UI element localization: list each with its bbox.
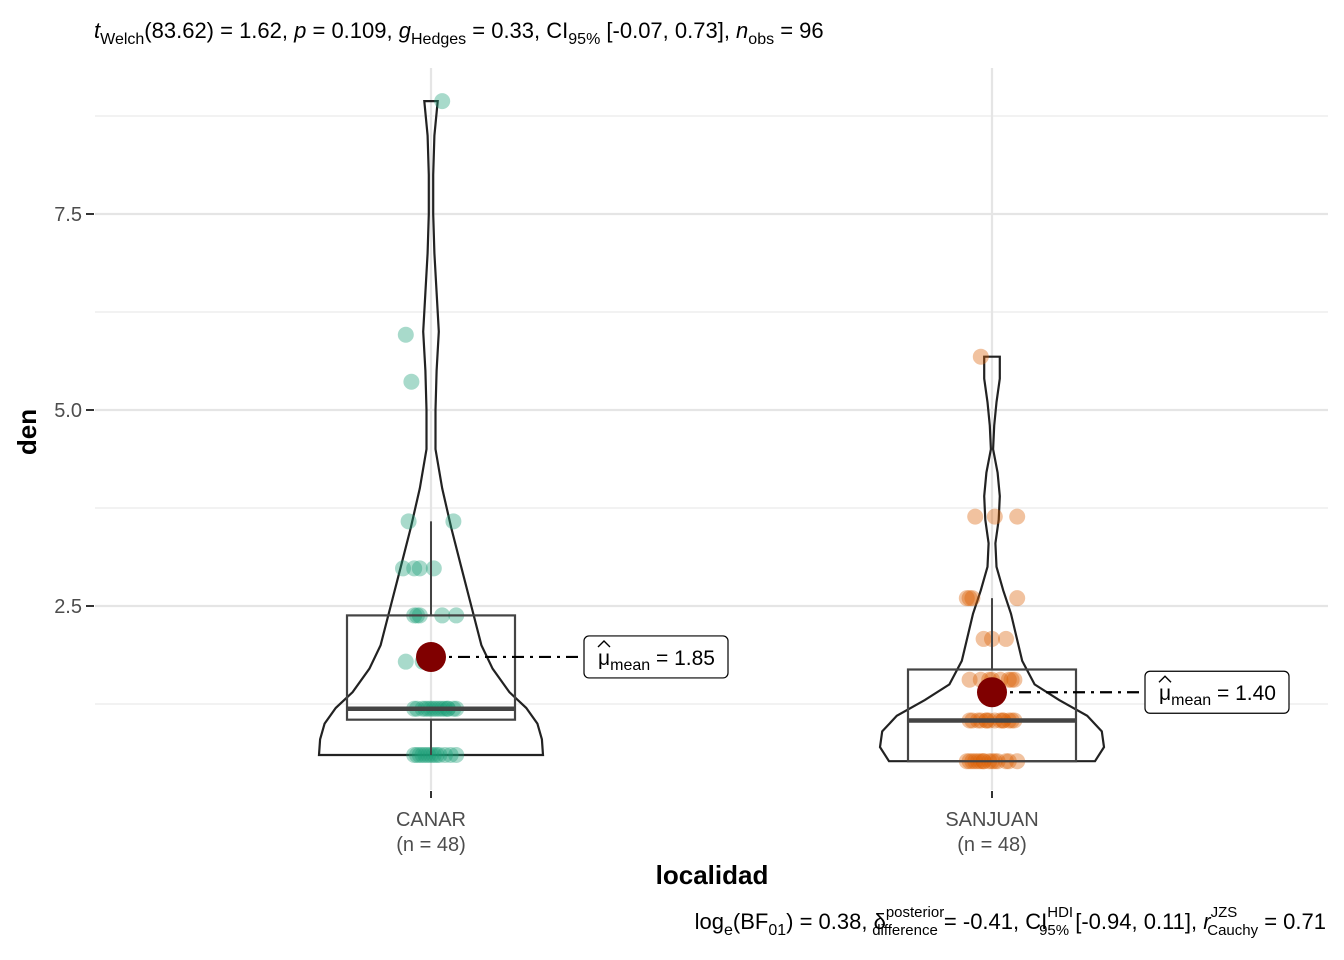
data-point — [431, 746, 448, 763]
data-point — [986, 508, 1003, 525]
y-tick-label: 7.5 — [54, 204, 82, 226]
data-point — [434, 93, 451, 110]
data-point — [958, 590, 975, 607]
mean-label-box — [1144, 670, 1290, 714]
data-point — [425, 746, 442, 763]
x-tick-label: CANAR — [396, 809, 466, 831]
chart-caption: loge(BF01) = 0.38, δposterior difference … — [695, 904, 1326, 939]
data-point — [961, 590, 978, 607]
data-point — [406, 560, 423, 577]
data-point — [445, 513, 462, 530]
data-point — [961, 671, 978, 688]
y-axis-title: den — [12, 409, 42, 455]
mean-label: μmean = 1.85 — [598, 647, 715, 674]
box-sanjuan — [906, 668, 1078, 763]
data-point — [414, 746, 431, 763]
violin-canar — [317, 100, 545, 757]
box-canar — [345, 614, 517, 721]
data-point — [975, 630, 992, 647]
data-point — [1003, 671, 1020, 688]
data-point — [964, 590, 981, 607]
data-point — [1009, 508, 1026, 525]
y-tick-label: 2.5 — [54, 596, 82, 618]
mean-label: μmean = 1.40 — [1159, 682, 1276, 709]
data-point — [409, 746, 425, 763]
data-point — [998, 630, 1014, 647]
mu-hat — [597, 639, 611, 648]
x-tick-n-label: (n = 48) — [957, 834, 1026, 856]
data-point — [428, 746, 445, 763]
data-point — [397, 653, 414, 670]
data-point — [417, 746, 434, 763]
y-tick-label: 5.0 — [54, 400, 82, 422]
data-point — [1000, 671, 1017, 688]
chart-subtitle: tWelch(83.62) = 1.62, p = 0.109, gHedges… — [94, 18, 824, 48]
data-point — [425, 560, 442, 577]
data-point — [411, 746, 428, 763]
data-point — [400, 513, 417, 530]
data-point — [403, 373, 420, 390]
data-point — [437, 746, 453, 763]
data-point — [972, 348, 989, 365]
data-point — [442, 746, 459, 763]
data-point — [411, 560, 428, 577]
data-point — [420, 746, 437, 763]
mu-hat — [1158, 675, 1172, 683]
data-point — [395, 560, 411, 577]
data-point — [448, 746, 465, 763]
mean-point — [977, 677, 1007, 708]
x-axis-title: localidad — [656, 860, 769, 890]
mean-markers: μmean = 1.85 μmean = 1.40 — [416, 635, 1290, 714]
data-point — [406, 746, 423, 763]
mean-point — [416, 641, 446, 672]
data-point — [397, 326, 414, 343]
data-point — [1009, 590, 1026, 607]
grid-lines — [95, 68, 1328, 790]
x-tick-n-label: (n = 48) — [396, 834, 465, 856]
data-point — [967, 508, 984, 525]
axes: 2.5 5.0 7.5 CANAR (n = 48) SANJUAN (n = 48) — [54, 204, 1038, 856]
data-point — [1006, 671, 1023, 688]
x-tick-label: SANJUAN — [945, 809, 1038, 831]
boxplots — [345, 521, 1078, 763]
mean-label-box — [583, 635, 729, 679]
